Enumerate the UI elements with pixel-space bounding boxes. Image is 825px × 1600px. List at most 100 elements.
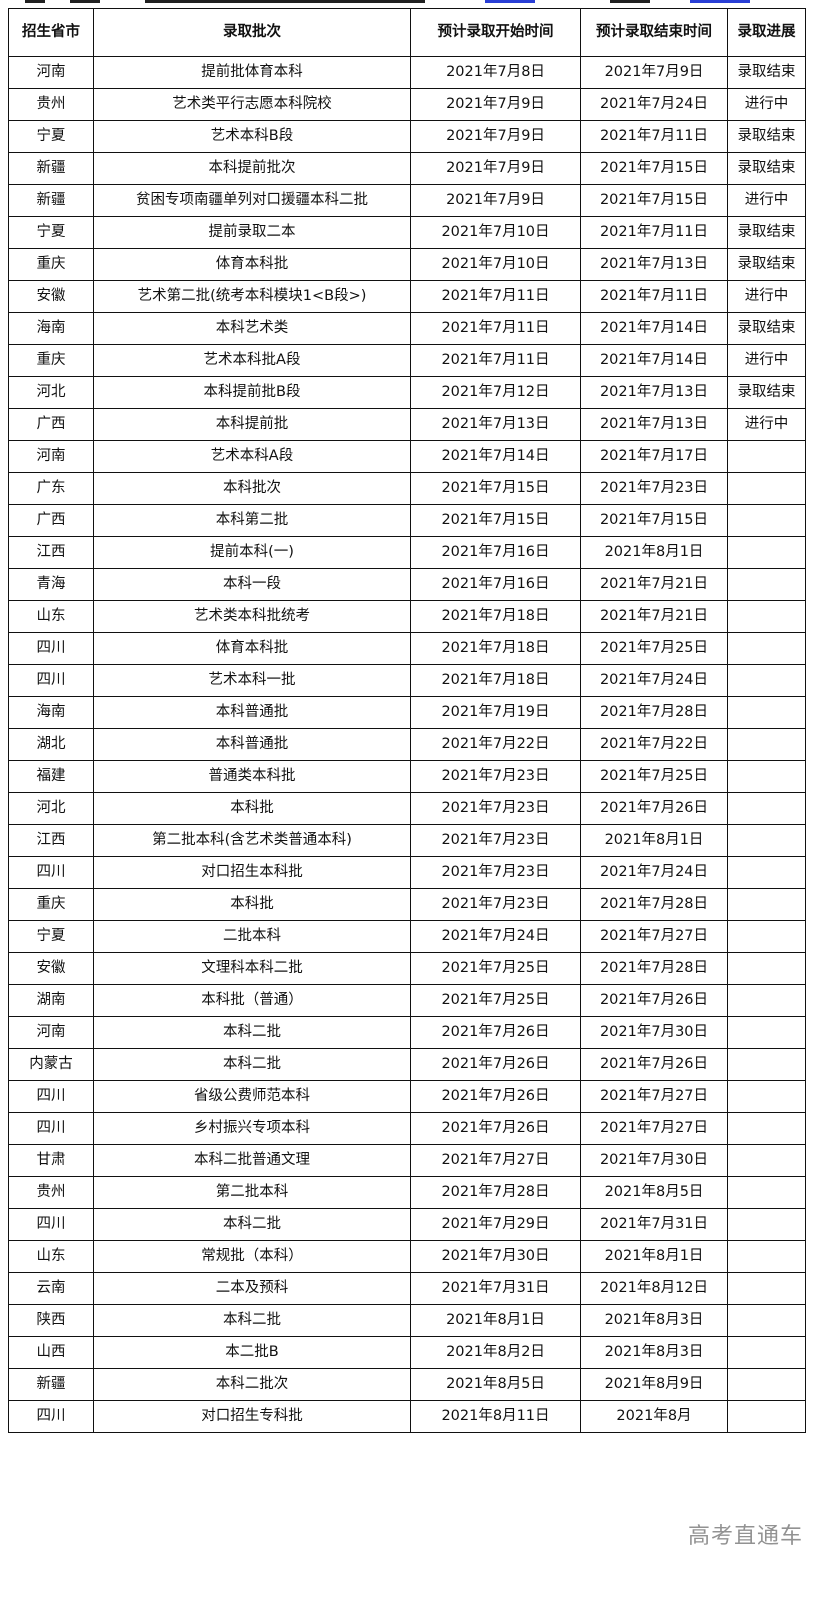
cell-end-date: 2021年7月21日 bbox=[580, 600, 728, 633]
cell-start-date: 2021年7月12日 bbox=[410, 376, 581, 409]
cell-progress bbox=[727, 728, 806, 761]
cell-province: 四川 bbox=[8, 664, 94, 697]
cell-start-date: 2021年7月11日 bbox=[410, 280, 581, 313]
table-row: 广西 本科第二批 2021年7月15日 2021年7月15日 bbox=[8, 504, 806, 537]
table-row: 宁夏 艺术本科B段 2021年7月9日 2021年7月11日 录取结束 bbox=[8, 120, 806, 153]
cell-start-date: 2021年7月25日 bbox=[410, 984, 581, 1017]
cell-province: 四川 bbox=[8, 1400, 94, 1433]
cell-province: 河北 bbox=[8, 792, 94, 825]
table-row: 山东 常规批（本科） 2021年7月30日 2021年8月1日 bbox=[8, 1240, 806, 1273]
cell-start-date: 2021年7月8日 bbox=[410, 56, 581, 89]
cell-province: 四川 bbox=[8, 1208, 94, 1241]
cell-province: 河南 bbox=[8, 56, 94, 89]
cell-start-date: 2021年7月30日 bbox=[410, 1240, 581, 1273]
table-row: 重庆 体育本科批 2021年7月10日 2021年7月13日 录取结束 bbox=[8, 248, 806, 281]
table-row: 江西 第二批本科(含艺术类普通本科) 2021年7月23日 2021年8月1日 bbox=[8, 824, 806, 857]
cell-province: 陕西 bbox=[8, 1304, 94, 1337]
cell-end-date: 2021年8月1日 bbox=[580, 536, 728, 569]
cell-batch: 艺术本科批A段 bbox=[93, 344, 411, 377]
cell-progress bbox=[727, 1048, 806, 1081]
cell-batch: 艺术第二批(统考本科模块1<B段>) bbox=[93, 280, 411, 313]
cell-end-date: 2021年8月12日 bbox=[580, 1272, 728, 1305]
table-row: 贵州 艺术类平行志愿本科院校 2021年7月9日 2021年7月24日 进行中 bbox=[8, 88, 806, 121]
cell-province: 广西 bbox=[8, 504, 94, 537]
cell-batch: 本科艺术类 bbox=[93, 312, 411, 345]
cell-batch: 艺术类本科批统考 bbox=[93, 600, 411, 633]
cell-progress: 录取结束 bbox=[727, 152, 806, 185]
cell-province: 四川 bbox=[8, 1080, 94, 1113]
cell-province: 河南 bbox=[8, 440, 94, 473]
cell-start-date: 2021年7月9日 bbox=[410, 184, 581, 217]
cell-start-date: 2021年8月2日 bbox=[410, 1336, 581, 1369]
cell-progress bbox=[727, 760, 806, 793]
cell-progress bbox=[727, 1016, 806, 1049]
cell-progress: 录取结束 bbox=[727, 56, 806, 89]
cell-end-date: 2021年7月30日 bbox=[580, 1144, 728, 1177]
cell-end-date: 2021年7月17日 bbox=[580, 440, 728, 473]
cell-progress bbox=[727, 696, 806, 729]
cell-province: 山东 bbox=[8, 600, 94, 633]
cell-progress: 进行中 bbox=[727, 408, 806, 441]
cell-batch: 二批本科 bbox=[93, 920, 411, 953]
cell-start-date: 2021年7月16日 bbox=[410, 536, 581, 569]
cell-batch: 艺术本科A段 bbox=[93, 440, 411, 473]
cell-progress: 录取结束 bbox=[727, 376, 806, 409]
cell-batch: 本科普通批 bbox=[93, 696, 411, 729]
cell-progress bbox=[727, 1336, 806, 1369]
cell-batch: 艺术本科一批 bbox=[93, 664, 411, 697]
cell-province: 新疆 bbox=[8, 152, 94, 185]
cell-start-date: 2021年7月19日 bbox=[410, 696, 581, 729]
cell-start-date: 2021年7月16日 bbox=[410, 568, 581, 601]
table-row: 河南 提前批体育本科 2021年7月8日 2021年7月9日 录取结束 bbox=[8, 56, 806, 89]
cell-end-date: 2021年7月25日 bbox=[580, 760, 728, 793]
cell-start-date: 2021年8月1日 bbox=[410, 1304, 581, 1337]
cell-end-date: 2021年8月1日 bbox=[580, 824, 728, 857]
cell-progress bbox=[727, 984, 806, 1017]
cell-start-date: 2021年7月31日 bbox=[410, 1272, 581, 1305]
cell-batch: 本科二批 bbox=[93, 1016, 411, 1049]
table-row: 山东 艺术类本科批统考 2021年7月18日 2021年7月21日 bbox=[8, 600, 806, 633]
cell-progress bbox=[727, 888, 806, 921]
cell-batch: 体育本科批 bbox=[93, 248, 411, 281]
table-row: 四川 对口招生本科批 2021年7月23日 2021年7月24日 bbox=[8, 856, 806, 889]
table-row: 新疆 贫困专项南疆单列对口援疆本科二批 2021年7月9日 2021年7月15日 进行中 bbox=[8, 184, 806, 217]
cell-progress: 进行中 bbox=[727, 184, 806, 217]
table-row: 安徽 艺术第二批(统考本科模块1<B段>) 2021年7月11日 2021年7月11日… bbox=[8, 280, 806, 313]
cell-start-date: 2021年7月23日 bbox=[410, 888, 581, 921]
cell-start-date: 2021年7月11日 bbox=[410, 344, 581, 377]
cell-progress bbox=[727, 1080, 806, 1113]
cell-progress bbox=[727, 824, 806, 857]
cell-end-date: 2021年7月13日 bbox=[580, 376, 728, 409]
table-row: 新疆 本科提前批次 2021年7月9日 2021年7月15日 录取结束 bbox=[8, 152, 806, 185]
cell-progress bbox=[727, 1304, 806, 1337]
cell-end-date: 2021年8月9日 bbox=[580, 1368, 728, 1401]
cell-progress bbox=[727, 1368, 806, 1401]
cell-province: 宁夏 bbox=[8, 920, 94, 953]
cell-end-date: 2021年7月22日 bbox=[580, 728, 728, 761]
cell-end-date: 2021年7月23日 bbox=[580, 472, 728, 505]
header-batch: 录取批次 bbox=[93, 8, 411, 57]
cell-start-date: 2021年7月27日 bbox=[410, 1144, 581, 1177]
admission-schedule-table: 招生省市 录取批次 预计录取开始时间 预计录取结束时间 录取进展 河南 提前批体育本科 20… bbox=[8, 8, 806, 1433]
cell-progress: 录取结束 bbox=[727, 216, 806, 249]
cell-batch: 乡村振兴专项本科 bbox=[93, 1112, 411, 1145]
cell-batch: 对口招生本科批 bbox=[93, 856, 411, 889]
cell-end-date: 2021年7月27日 bbox=[580, 920, 728, 953]
cell-batch: 体育本科批 bbox=[93, 632, 411, 665]
cell-end-date: 2021年7月13日 bbox=[580, 408, 728, 441]
cell-end-date: 2021年7月24日 bbox=[580, 664, 728, 697]
cell-province: 湖北 bbox=[8, 728, 94, 761]
cell-province: 宁夏 bbox=[8, 120, 94, 153]
header-progress: 录取进展 bbox=[727, 8, 806, 57]
cell-province: 四川 bbox=[8, 1112, 94, 1145]
cell-start-date: 2021年7月23日 bbox=[410, 792, 581, 825]
cell-batch: 本科批次 bbox=[93, 472, 411, 505]
cell-batch: 提前批体育本科 bbox=[93, 56, 411, 89]
cell-end-date: 2021年7月28日 bbox=[580, 696, 728, 729]
cell-batch: 常规批（本科） bbox=[93, 1240, 411, 1273]
cell-end-date: 2021年7月26日 bbox=[580, 792, 728, 825]
cell-start-date: 2021年7月26日 bbox=[410, 1080, 581, 1113]
table-row: 重庆 艺术本科批A段 2021年7月11日 2021年7月14日 进行中 bbox=[8, 344, 806, 377]
cell-batch: 艺术类平行志愿本科院校 bbox=[93, 88, 411, 121]
cell-end-date: 2021年7月30日 bbox=[580, 1016, 728, 1049]
